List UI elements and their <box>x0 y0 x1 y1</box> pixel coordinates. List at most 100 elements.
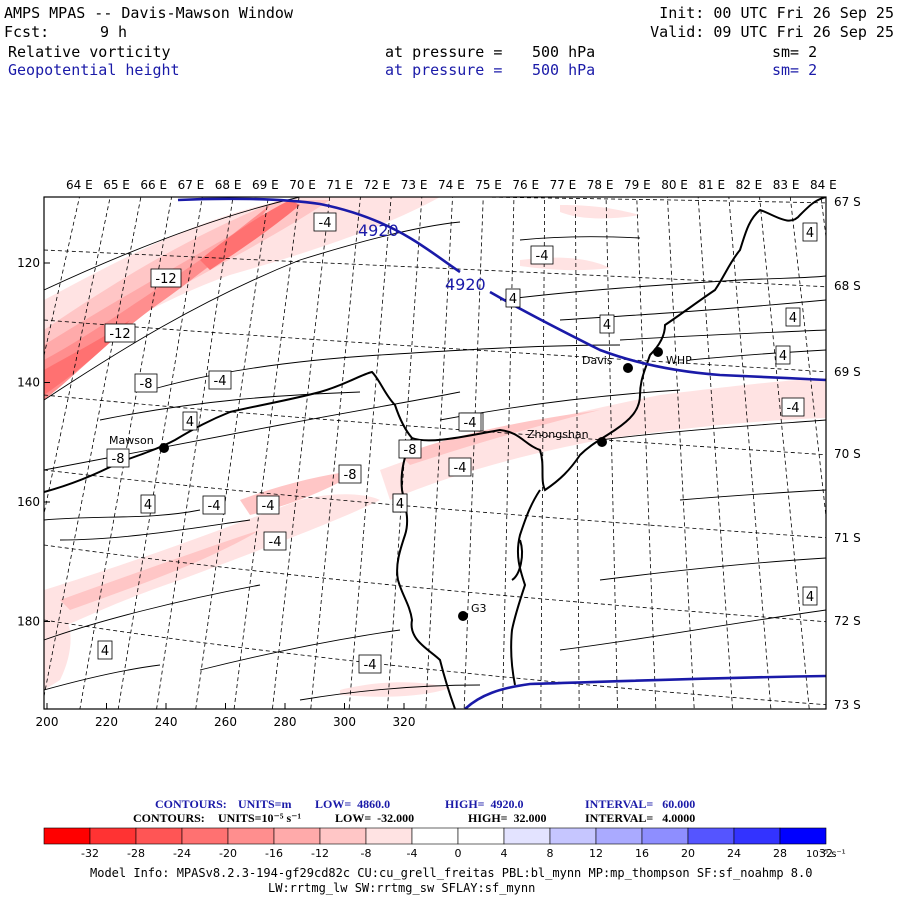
top-longitude-labels: 64 E 65 E 66 E 67 E 68 E 69 E 70 E 71 E 72 E 73 E… <box>66 178 837 192</box>
vort-contours-label: CONTOURS: <box>133 811 205 825</box>
colorbar-cell <box>457 827 505 845</box>
vort-label-text: -4 <box>787 401 800 416</box>
vort-label-text: -4 <box>364 658 377 673</box>
colorbar-cell <box>549 827 597 845</box>
colorbar-cell <box>273 827 321 845</box>
y-tick-label: 140 <box>17 376 40 390</box>
vort-label-box <box>392 493 408 513</box>
vort-label-text: 4 <box>101 644 109 659</box>
field-2-name: Geopotential height <box>8 61 180 79</box>
x-tick-label: 280 <box>274 715 297 729</box>
field-1-name: Relative vorticity <box>8 43 171 61</box>
lon-label: 81 E <box>698 178 725 192</box>
vort-contours-high: HIGH= 32.000 <box>468 811 547 825</box>
model-info-line2: LW:rrtmg_lw SW:rrtmg_sw SFLAY:sf_mynn <box>268 881 536 895</box>
vort-label-box <box>505 288 521 308</box>
vort-label-box <box>775 345 791 365</box>
station-label: Mawson <box>109 434 154 447</box>
vort-label-box <box>202 495 226 515</box>
vort-contours-units: UNITS=10⁻⁵ s⁻¹ <box>218 811 302 825</box>
vort-label-box <box>802 586 818 606</box>
lon-label: 78 E <box>587 178 614 192</box>
vort-label-box <box>785 307 801 327</box>
lon-label: 76 E <box>512 178 539 192</box>
x-axis-ticks: 200 220 240 260 280 300 320 <box>36 703 415 729</box>
height-contours <box>177 197 826 709</box>
colorbar-label: -12 <box>311 847 329 860</box>
lat-label: 68 S <box>834 279 861 293</box>
vort-label-box <box>358 654 382 674</box>
lon-label: 70 E <box>289 178 316 192</box>
colorbar-label: 24 <box>727 847 741 860</box>
field-2-pressure-label: at pressure = <box>385 61 503 79</box>
lat-label: 69 S <box>834 365 861 379</box>
right-latitude-labels: 67 S 68 S 69 S 70 S 71 S 72 S 73 S <box>834 195 861 712</box>
height-contours-high: HIGH= 4920.0 <box>445 797 524 811</box>
colorbar-label: 4 <box>501 847 508 860</box>
height-contour-label: 4920 <box>445 275 486 294</box>
vort-label-text: 4 <box>603 318 611 333</box>
coastline <box>44 197 826 709</box>
height-contours-interval: INTERVAL= 60.000 <box>585 797 696 811</box>
height-contours-units: UNITS=m <box>238 797 292 811</box>
vort-label-box <box>802 222 818 242</box>
lon-label: 82 E <box>736 178 763 192</box>
station-markers: Mawson Davis WHP Zhongshan G3 <box>109 347 692 621</box>
colorbar-cell <box>779 827 827 845</box>
x-tick-label: 300 <box>333 715 356 729</box>
lon-label: 72 E <box>364 178 391 192</box>
colorbar-cell <box>181 827 229 845</box>
colorbar-label: -24 <box>173 847 191 860</box>
colorbar-label: 28 <box>773 847 787 860</box>
colorbar-label: 16 <box>635 847 649 860</box>
lon-label: 84 E <box>810 178 837 192</box>
vort-label-text: 4 <box>186 415 194 430</box>
vort-label-box <box>458 412 482 432</box>
vort-label-box <box>599 314 615 334</box>
y-tick-label: 120 <box>17 256 40 270</box>
vort-label-box <box>448 457 472 477</box>
meridian-lines <box>44 197 826 709</box>
vort-label-text: 4 <box>779 349 787 364</box>
lat-label: 73 S <box>834 698 861 712</box>
colorbar-unit: 10⁻⁵ s⁻¹ <box>806 849 846 860</box>
station-dot <box>597 437 607 447</box>
colorbar-cell <box>503 827 551 845</box>
field-1-smoothing: sm= 2 <box>772 43 818 61</box>
height-contour-labels: 4920 4920 <box>358 221 486 294</box>
lon-label: 80 E <box>661 178 688 192</box>
vort-label-text: 4 <box>396 497 404 512</box>
vort-contours-low: LOW= -32.000 <box>335 811 415 825</box>
vort-label-text: 4 <box>509 292 517 307</box>
colorbar-label: -32 <box>81 847 99 860</box>
lon-label: 83 E <box>773 178 800 192</box>
vort-label-box <box>781 397 805 417</box>
vorticity-contour-labels: -4 -4 -12 -12 -8 -4 4 -4 -8 -4 -8 -4 4 -4 -4 4 -8 4 4 4 4 -4 4… <box>97 212 818 674</box>
height-contour-label: 4920 <box>358 221 399 240</box>
init-time: Init: 00 UTC Fri 26 Sep 25 <box>659 4 894 22</box>
lat-label: 70 S <box>834 447 861 461</box>
station-dot <box>458 611 468 621</box>
vort-label-text: -4 <box>464 416 477 431</box>
field-1-pressure: 500 hPa <box>532 43 596 61</box>
colorbar-label: -4 <box>407 847 418 860</box>
vort-label-box <box>256 495 280 515</box>
vort-label-text: 4 <box>806 226 814 241</box>
colorbar-cell <box>641 827 689 845</box>
lat-label: 67 S <box>834 195 861 209</box>
x-tick-label: 220 <box>95 715 118 729</box>
colorbar-label: 20 <box>681 847 695 860</box>
forecast-hour: 9 h <box>100 23 128 41</box>
plot-frame <box>43 196 827 710</box>
lat-label: 72 S <box>834 614 861 628</box>
lon-label: 66 E <box>140 178 167 192</box>
station-dot <box>159 443 169 453</box>
parallel-lines <box>44 197 826 706</box>
x-tick-label: 200 <box>36 715 59 729</box>
vort-label-box <box>97 640 113 660</box>
vort-label-text: -12 <box>155 272 176 287</box>
y-tick-label: 180 <box>17 615 40 629</box>
lon-label: 79 E <box>624 178 651 192</box>
plot-area <box>44 197 826 709</box>
field-1-pressure-label: at pressure = <box>385 43 503 61</box>
